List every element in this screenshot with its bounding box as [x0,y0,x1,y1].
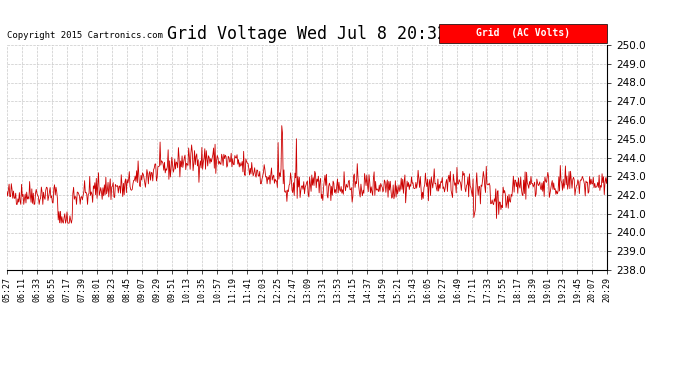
Text: Grid  (AC Volts): Grid (AC Volts) [476,28,570,38]
Title: Grid Voltage Wed Jul 8 20:32: Grid Voltage Wed Jul 8 20:32 [167,26,447,44]
FancyBboxPatch shape [439,24,607,43]
Text: Copyright 2015 Cartronics.com: Copyright 2015 Cartronics.com [7,32,163,40]
